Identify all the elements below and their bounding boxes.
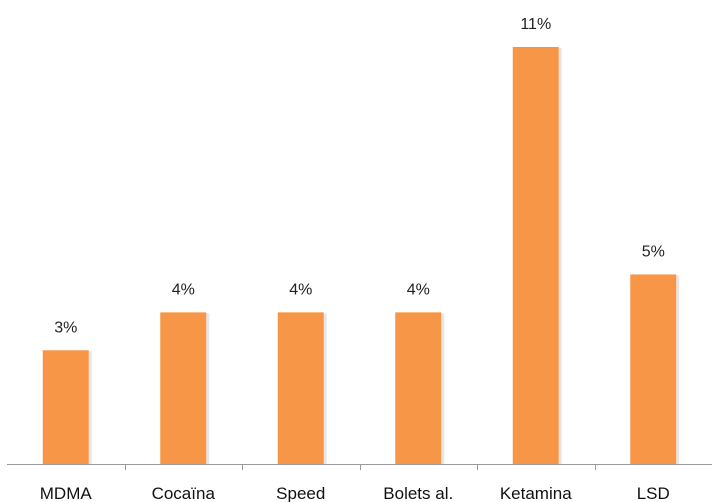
bar-speed [277,312,324,464]
bar-coca-na [160,312,207,464]
bar-mdma [42,350,89,464]
bar-shadow [323,313,327,464]
bar-shadow [206,313,210,464]
category-label: Speed [276,484,325,502]
category-label: Bolets al. [383,484,453,502]
value-label: 5% [642,243,665,260]
bars-group [42,47,680,464]
value-labels-group: 3% 4% 4% 4% 11% 5% [54,16,665,336]
value-label: 3% [54,319,77,336]
category-label: MDMA [40,484,93,502]
bar-lsd [630,274,677,464]
bar-shadow [676,275,680,464]
x-axis [7,464,712,470]
bar-shadow [88,351,92,464]
category-label: Cocaïna [152,484,216,502]
value-label: 4% [289,281,312,298]
value-label: 4% [407,281,430,298]
bar-bolets-al [395,312,442,464]
category-label: Ketamina [500,484,572,502]
bar-shadow [441,313,445,464]
category-labels-group: MDMA Cocaïna Speed Bolets al. Ketamina LSD [40,484,670,502]
category-label: LSD [637,484,670,502]
bar-shadow [558,48,562,464]
bar-ketamina [512,47,559,464]
value-label: 11% [520,16,551,33]
value-label: 4% [172,281,195,298]
